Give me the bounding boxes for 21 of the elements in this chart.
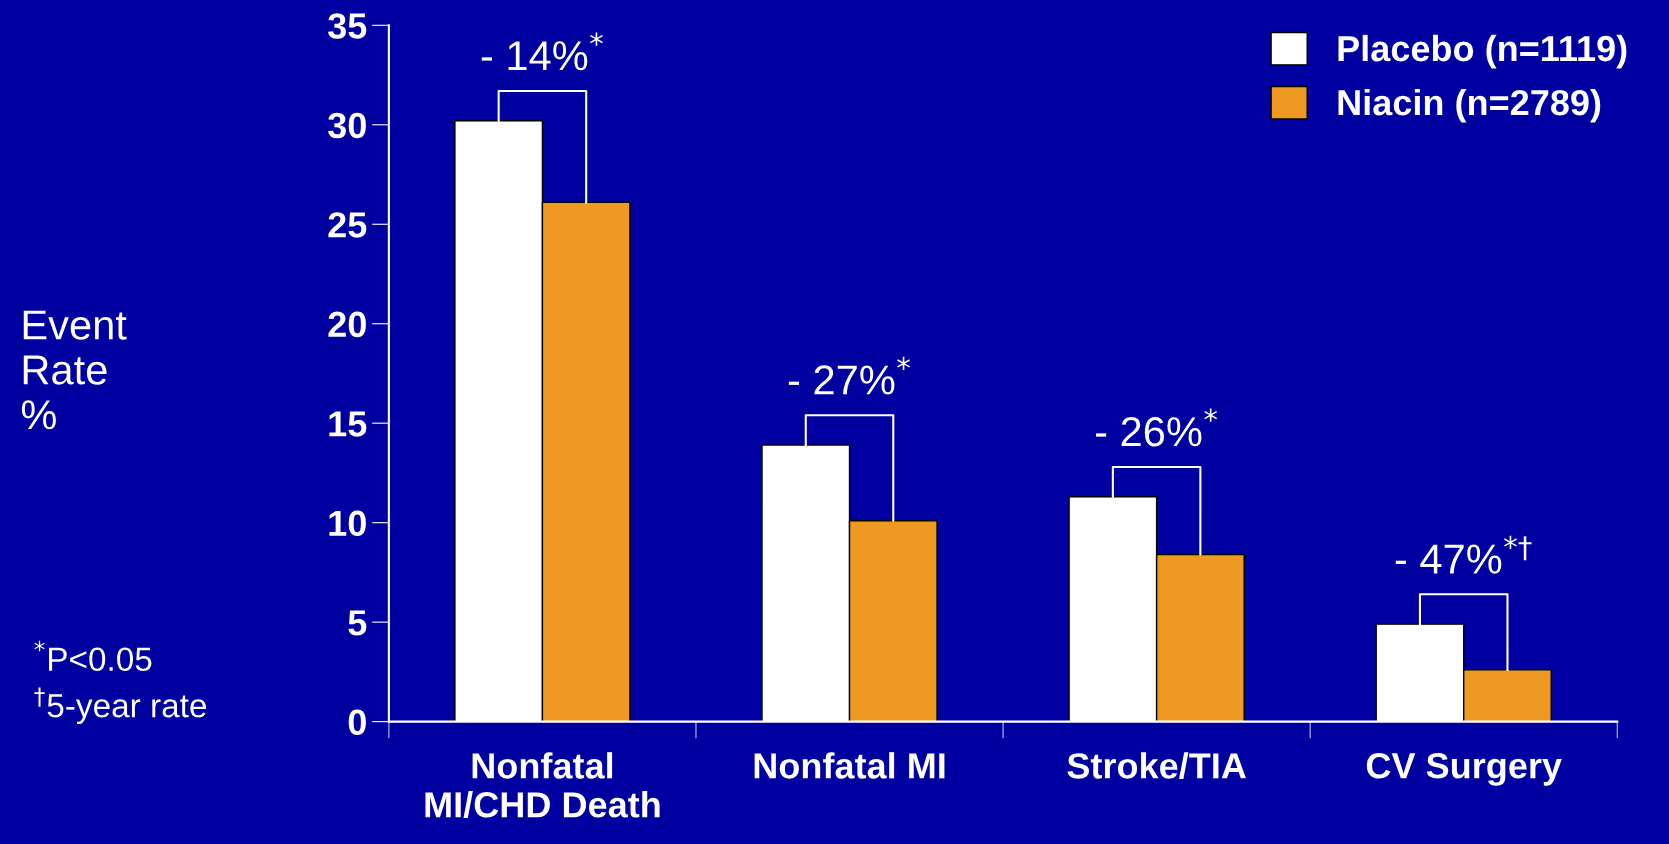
x-tick-label: Nonfatal MI/CHD Death — [425, 752, 660, 818]
x-tick-label: Stroke/TIA — [1067, 752, 1246, 780]
y-tick-label: 0 — [348, 709, 366, 736]
legend-label: Placebo (n=1119) — [1338, 34, 1627, 69]
x-tick-label: Nonfatal MI — [754, 752, 945, 779]
annotation: - 47%$^{*†}$ — [1395, 535, 1532, 574]
y-tick-label: 15 — [329, 411, 367, 437]
y-tick-label: 35 — [328, 13, 367, 39]
y-tick-label: 25 — [328, 212, 367, 238]
annotation: - 14%$^{*}$ — [481, 32, 603, 71]
y-tick-label: 20 — [328, 311, 366, 338]
y-tick-label: 30 — [328, 112, 366, 139]
annotation: - 26%$^{*}$ — [1095, 408, 1218, 447]
y-axis-title: Event Rate % — [21, 310, 127, 430]
annotation: - 27%$^{*}$ — [788, 356, 910, 395]
legend-label: Niacin (n=2789) — [1338, 88, 1601, 123]
text: $^{†}$5-year rate — [34, 687, 206, 725]
text: $^{*}$P<0.05 — [34, 640, 152, 672]
y-tick-label: 10 — [329, 510, 366, 537]
x-tick-label: CV Surgery — [1366, 752, 1562, 786]
y-tick-label: 5 — [348, 610, 367, 636]
